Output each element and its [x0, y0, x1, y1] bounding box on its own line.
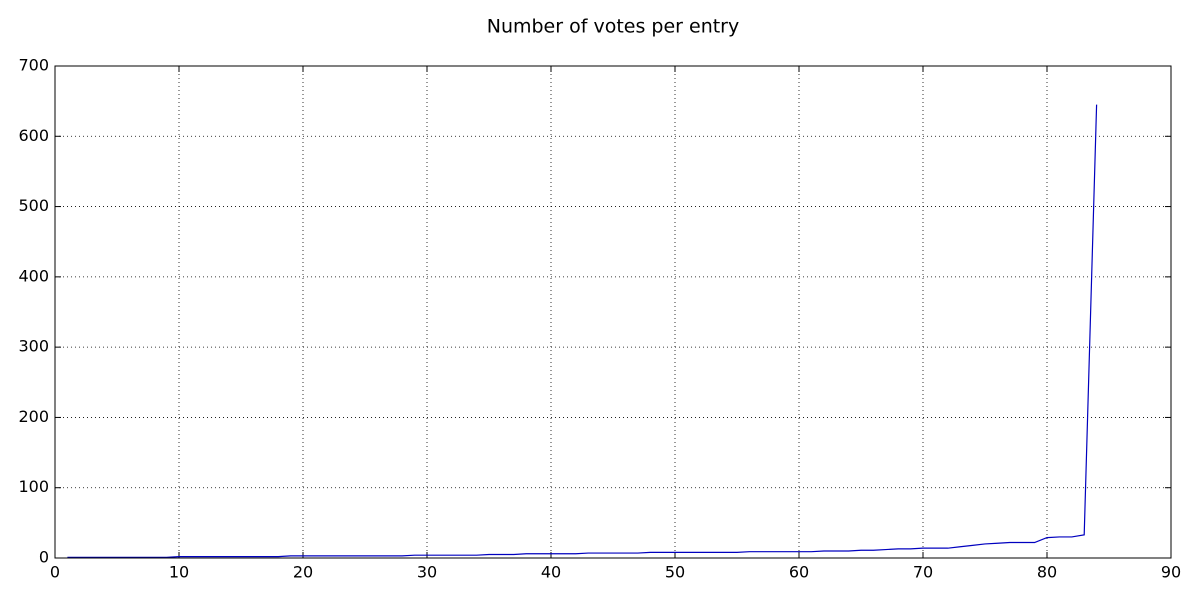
y-tick-label: 600 — [18, 126, 49, 145]
y-tick-label: 700 — [18, 56, 49, 75]
plot-frame — [54, 65, 1172, 559]
x-tick-label: 0 — [50, 563, 60, 582]
y-tick-label: 300 — [18, 337, 49, 356]
x-tick-label: 60 — [789, 563, 809, 582]
x-tick-label: 50 — [665, 563, 685, 582]
y-tick-label: 200 — [18, 407, 49, 426]
y-tick-label: 0 — [39, 548, 49, 567]
y-tick-label: 100 — [18, 477, 49, 496]
data-line — [67, 104, 1098, 558]
y-tick-label: 500 — [18, 196, 49, 215]
x-tick-label: 90 — [1161, 563, 1181, 582]
x-tick-label: 20 — [293, 563, 313, 582]
x-tick-label: 80 — [1037, 563, 1057, 582]
x-tick-label: 10 — [169, 563, 189, 582]
x-tick-label: 40 — [541, 563, 561, 582]
x-tick-label: 30 — [417, 563, 437, 582]
chart-title: Number of votes per entry — [487, 16, 740, 38]
x-tick-label: 70 — [913, 563, 933, 582]
y-tick-label: 400 — [18, 266, 49, 285]
